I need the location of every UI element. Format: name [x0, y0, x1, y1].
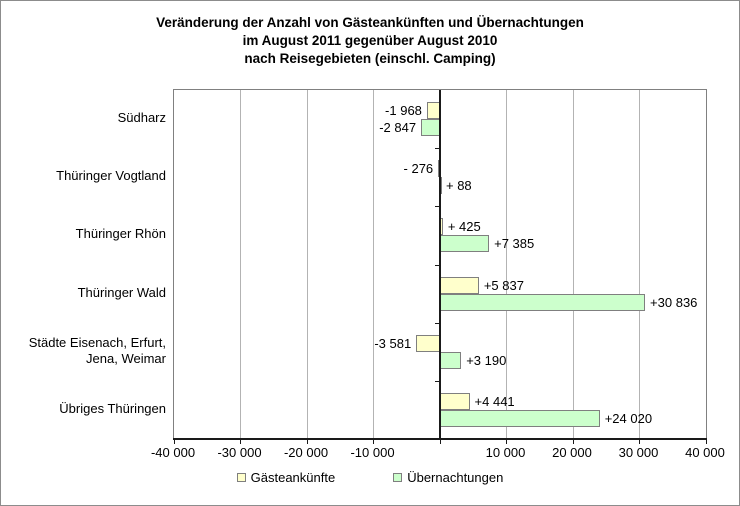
category-label: Übriges Thüringen [59, 400, 166, 416]
x-tick-label: -30 000 [217, 445, 262, 460]
chart-title: Veränderung der Anzahl von Gästeankünfte… [156, 15, 584, 66]
bar-value-label: +24 020 [604, 410, 653, 426]
x-axis-tick-mark [240, 440, 241, 444]
x-axis-tick-mark [639, 440, 640, 444]
x-tick-label: 10 000 [485, 445, 526, 460]
category-axis-tick-mark [435, 148, 440, 150]
bar-value-label: + 88 [446, 178, 472, 194]
category-axis-tick-mark [435, 322, 440, 324]
bar-value-label: + 425 [447, 219, 481, 235]
category-axis-tick-mark [435, 206, 440, 208]
bar-value-label: +3 190 [466, 352, 507, 368]
gridline [240, 90, 241, 439]
legend-item-uebernachtungen: Übernachtungen [393, 470, 503, 485]
x-axis-tick-mark [572, 440, 574, 444]
category-label: Thüringer Vogtland [56, 168, 166, 184]
category-label: Thüringer Rhön [75, 226, 166, 242]
gridline [572, 90, 574, 439]
x-tick-label: 20 000 [552, 445, 592, 460]
plot-area: -1 968 -2 847 - 276 + 88 + 425 +7 385 +5 837 +3… [173, 89, 707, 444]
gridline [306, 90, 308, 439]
bar-value-label: +4 441 [474, 393, 515, 409]
legend-item-gaesteankuenfte: Gästeankünfte [236, 470, 336, 485]
x-tick-label: -20 000 [283, 445, 329, 460]
gridline [639, 90, 640, 439]
bar-gaesteankuenfte [426, 102, 440, 120]
x-axis-tick-mark [506, 440, 507, 444]
bar-uebernachtungen [440, 409, 600, 427]
category-label: Thüringer Wald [77, 284, 166, 300]
bar-value-label: +7 385 [494, 236, 535, 252]
gridline [506, 90, 507, 439]
x-tick-label: -10 000 [350, 445, 395, 460]
bar-uebernachtungen [421, 119, 440, 137]
x-axis-tick-mark [705, 440, 707, 444]
category-axis-line [439, 90, 441, 439]
bar-value-label: +30 836 [650, 294, 698, 310]
x-axis-tick-mark [439, 440, 441, 444]
x-tick-label: -40 000 [150, 445, 196, 460]
x-axis-tick-mark [173, 440, 175, 444]
bar-uebernachtungen [440, 351, 462, 369]
x-axis-tick-mark [306, 440, 308, 444]
x-axis-line [173, 438, 707, 440]
x-tick-label: 40 000 [685, 445, 725, 460]
category-axis-tick-mark [435, 264, 440, 266]
gridline [373, 90, 374, 439]
x-axis-tick-mark [373, 440, 374, 444]
legend-label: Übernachtungen [407, 470, 504, 485]
bar-gaesteankuenfte [416, 334, 440, 352]
x-tick-label: 30 000 [618, 445, 659, 460]
legend-label: Gästeankünfte [250, 470, 336, 485]
bar-value-label: - 276 [403, 161, 434, 177]
bar-uebernachtungen [440, 293, 646, 311]
category-axis-labels: Südharz Thüringer Vogtland Thüringer Rhön T… [9, 89, 166, 438]
bar-value-label: +5 837 [483, 277, 524, 293]
legend-swatch-gaesteankuenfte-icon [236, 473, 246, 482]
bar-value-label: -2 847 [379, 120, 417, 136]
category-label: Südharz [117, 110, 166, 126]
bar-gaesteankuenfte [440, 392, 470, 410]
category-label: Städte Eisenach, Erfurt, Jena, Weimar [28, 334, 166, 366]
category-axis-tick-mark [435, 380, 440, 382]
bar-value-label: -3 581 [374, 335, 412, 351]
legend-swatch-uebernachtungen-icon [393, 473, 403, 482]
bar-value-label: -1 968 [385, 103, 422, 119]
bar-gaesteankuenfte [440, 276, 479, 294]
legend: Gästeankünfte Übernachtungen [1, 470, 739, 485]
bar-uebernachtungen [440, 235, 490, 253]
